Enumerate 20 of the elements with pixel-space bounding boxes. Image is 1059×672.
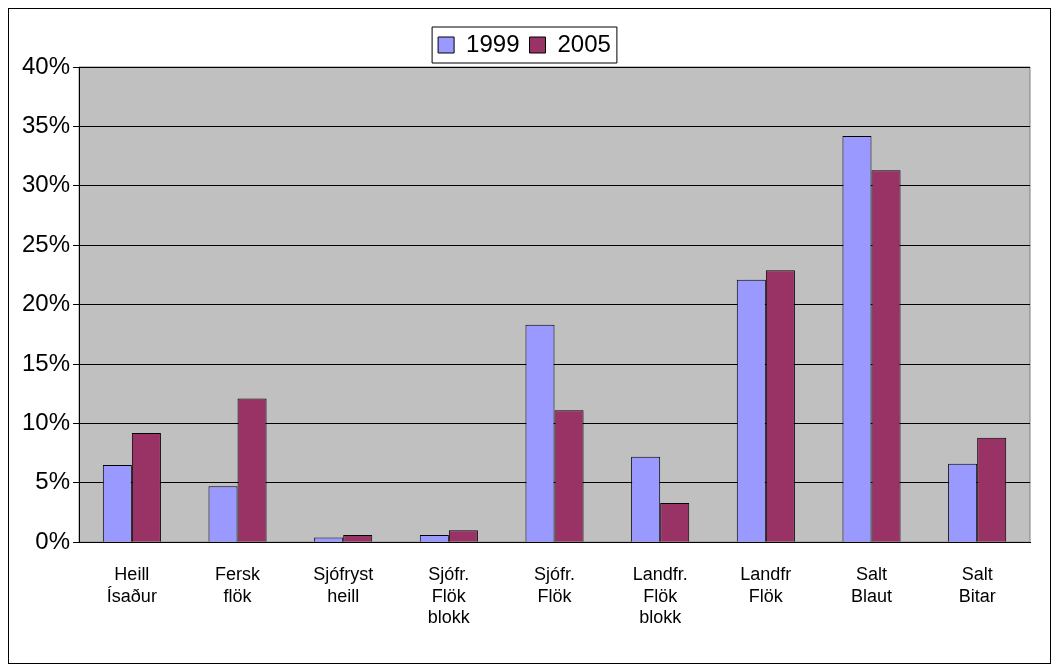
x-tick-label: Salt Blaut — [850, 563, 893, 606]
x-tick-label: Heill Ísaður — [106, 563, 157, 606]
x-tick-label: Landfr. Flök blokk — [632, 563, 688, 628]
y-tick-label: 25% — [21, 229, 71, 257]
x-tick-label: Sjófr. Flök blokk — [427, 563, 471, 628]
y-tick-label: 20% — [21, 289, 71, 317]
legend-label: 1999 — [466, 29, 520, 57]
legend-label: 2005 — [557, 29, 611, 57]
x-tick-label: Landfr Flök — [740, 563, 792, 606]
y-tick-label: 0% — [35, 526, 71, 554]
y-tick-label: 15% — [21, 348, 71, 376]
y-tick-label: 5% — [35, 467, 71, 495]
x-tick-label: Fersk flök — [215, 563, 262, 606]
x-tick-label: Sjófryst heill — [313, 563, 374, 606]
y-tick-label: 30% — [21, 170, 71, 198]
x-tick-label: Salt Bitar — [958, 563, 996, 606]
y-tick-label: 35% — [21, 111, 71, 139]
y-tick-label: 40% — [21, 51, 71, 79]
y-tick-label: 10% — [21, 408, 71, 436]
x-tick-label: Sjófr. Flök — [534, 563, 576, 606]
